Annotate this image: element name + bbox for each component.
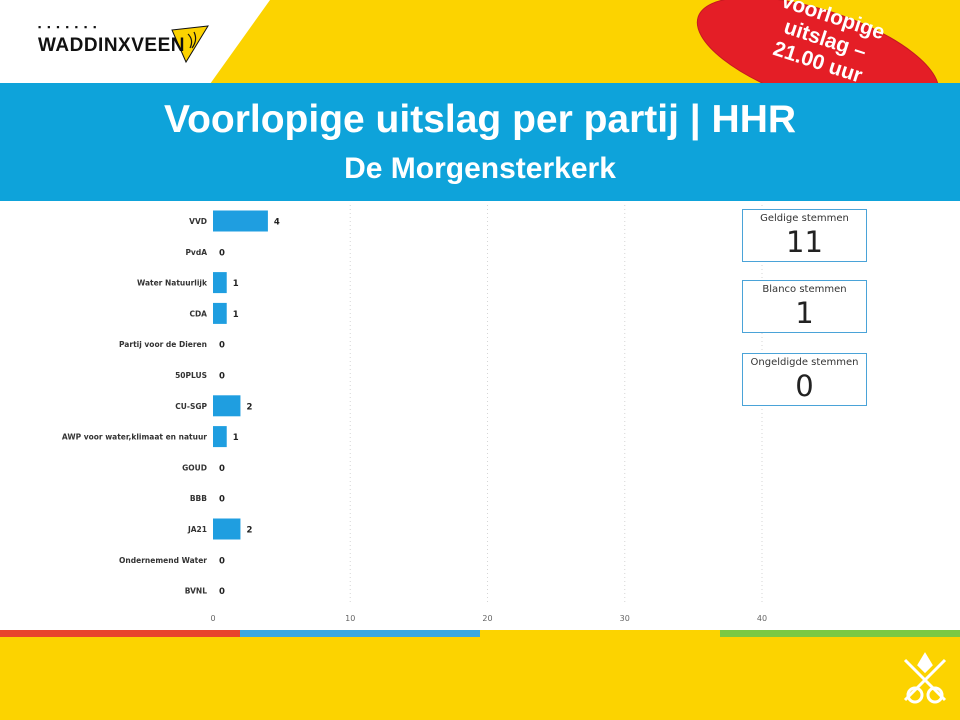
data-label: 0 [219, 464, 225, 474]
card-label: Blanco stemmen [762, 284, 847, 295]
bar[interactable] [213, 426, 227, 448]
page-subtitle: De Morgensterkerk [344, 152, 616, 185]
x-tick-label: 20 [482, 614, 492, 623]
category-label: Partij voor de Dieren [119, 340, 207, 349]
category-label: 50PLUS [175, 371, 207, 380]
card-valid-votes: Geldige stemmen 11 [742, 209, 867, 262]
data-label: 0 [219, 556, 225, 566]
card-value: 11 [786, 225, 823, 259]
category-label: CDA [189, 309, 207, 318]
x-tick-label: 0 [210, 614, 215, 623]
x-tick-label: 10 [345, 614, 355, 623]
card-label: Ongeldigde stemmen [750, 357, 859, 368]
data-label: 0 [219, 587, 225, 597]
card-value: 1 [795, 296, 814, 330]
data-label: 2 [246, 402, 252, 412]
category-label: CU-SGP [175, 402, 207, 411]
category-label: AWP voor water,klimaat en natuur [62, 433, 207, 442]
data-label: 0 [219, 495, 225, 505]
stripe-red [0, 630, 240, 637]
page-title: Voorlopige uitslag per partij | HHR [163, 98, 797, 141]
data-label: 0 [219, 372, 225, 382]
data-label: 4 [274, 218, 280, 228]
card-blank-votes: Blanco stemmen 1 [742, 280, 867, 333]
category-label: PvdA [185, 248, 207, 257]
category-label: BBB [190, 494, 207, 503]
category-label: VVD [189, 217, 207, 226]
category-label: JA21 [187, 525, 207, 534]
category-label: Water Natuurlijk [137, 279, 208, 288]
bar[interactable] [213, 302, 227, 324]
bar[interactable] [213, 272, 227, 294]
logo-flag-icon [171, 25, 209, 64]
category-label: BVNL [185, 587, 207, 596]
keys-crest-icon [903, 652, 947, 704]
card-value: 0 [795, 369, 814, 403]
bar[interactable] [213, 395, 241, 417]
data-label: 1 [233, 310, 239, 320]
logo-feather-icon [187, 31, 197, 49]
bar[interactable] [213, 518, 241, 540]
data-label: 0 [219, 248, 225, 258]
category-label: GOUD [182, 463, 207, 472]
data-label: 1 [233, 279, 239, 289]
stripe-blue [240, 630, 480, 637]
card-invalid-votes: Ongeldigde stemmen 0 [742, 353, 867, 406]
stripe-green [720, 630, 960, 637]
bottom-yellow-band [0, 637, 960, 720]
bar[interactable] [213, 210, 268, 232]
data-label: 0 [219, 341, 225, 351]
x-tick-label: 30 [620, 614, 630, 623]
card-label: Geldige stemmen [760, 213, 849, 224]
data-label: 2 [246, 526, 252, 536]
logo-text: WADDINXVEEN [38, 35, 185, 56]
data-label: 1 [233, 433, 239, 443]
title-banner [0, 83, 960, 201]
x-tick-label: 40 [757, 614, 767, 623]
stripe-yellow [480, 630, 720, 637]
category-label: Ondernemend Water [119, 556, 207, 565]
logo-dots: ▪▪▪▪▪▪▪ [38, 22, 103, 32]
